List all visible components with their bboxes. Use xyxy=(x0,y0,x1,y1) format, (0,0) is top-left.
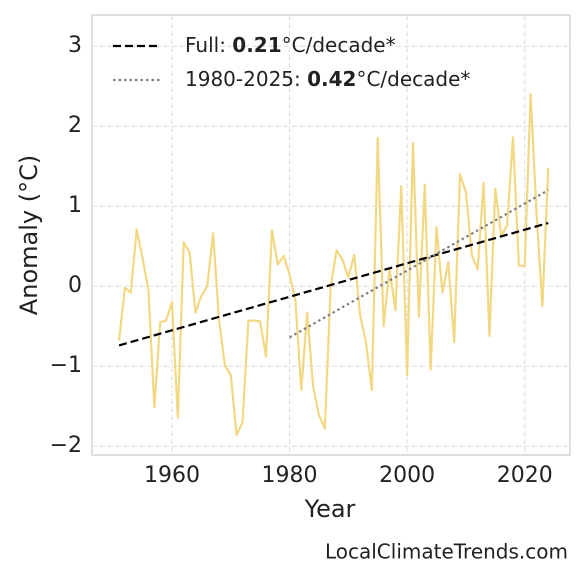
legend-text-part: 0.42 xyxy=(307,67,356,91)
x-tick-label: 2000 xyxy=(379,463,435,488)
x-axis-label: Year xyxy=(304,495,356,523)
y-axis-label: Anomaly (°C) xyxy=(15,155,43,315)
y-tick-label: 3 xyxy=(68,33,82,58)
legend-text-part: °C/decade* xyxy=(356,67,470,91)
legend-text-part: 0.21 xyxy=(232,33,281,57)
legend-label: 1980-2025: 0.42°C/decade* xyxy=(185,67,470,91)
trend-line xyxy=(289,189,549,339)
legend-text-part: Full: xyxy=(185,33,232,57)
legend-label: Full: 0.21°C/decade* xyxy=(185,33,396,57)
legend-text-part: °C/decade* xyxy=(282,33,396,57)
y-tick-label: 2 xyxy=(68,113,82,138)
data-line xyxy=(117,93,550,437)
y-tick-label: −1 xyxy=(50,353,82,378)
y-tick-label: 0 xyxy=(68,273,82,298)
watermark: LocalClimateTrends.com xyxy=(325,540,568,564)
trend-line xyxy=(118,221,549,347)
y-tick-label: −2 xyxy=(50,433,82,458)
legend-text-part: 1980-2025: xyxy=(185,67,307,91)
x-tick-label: 2020 xyxy=(497,463,553,488)
y-tick-label: 1 xyxy=(68,193,82,218)
x-tick-label: 1960 xyxy=(144,463,200,488)
x-tick-label: 1980 xyxy=(262,463,318,488)
